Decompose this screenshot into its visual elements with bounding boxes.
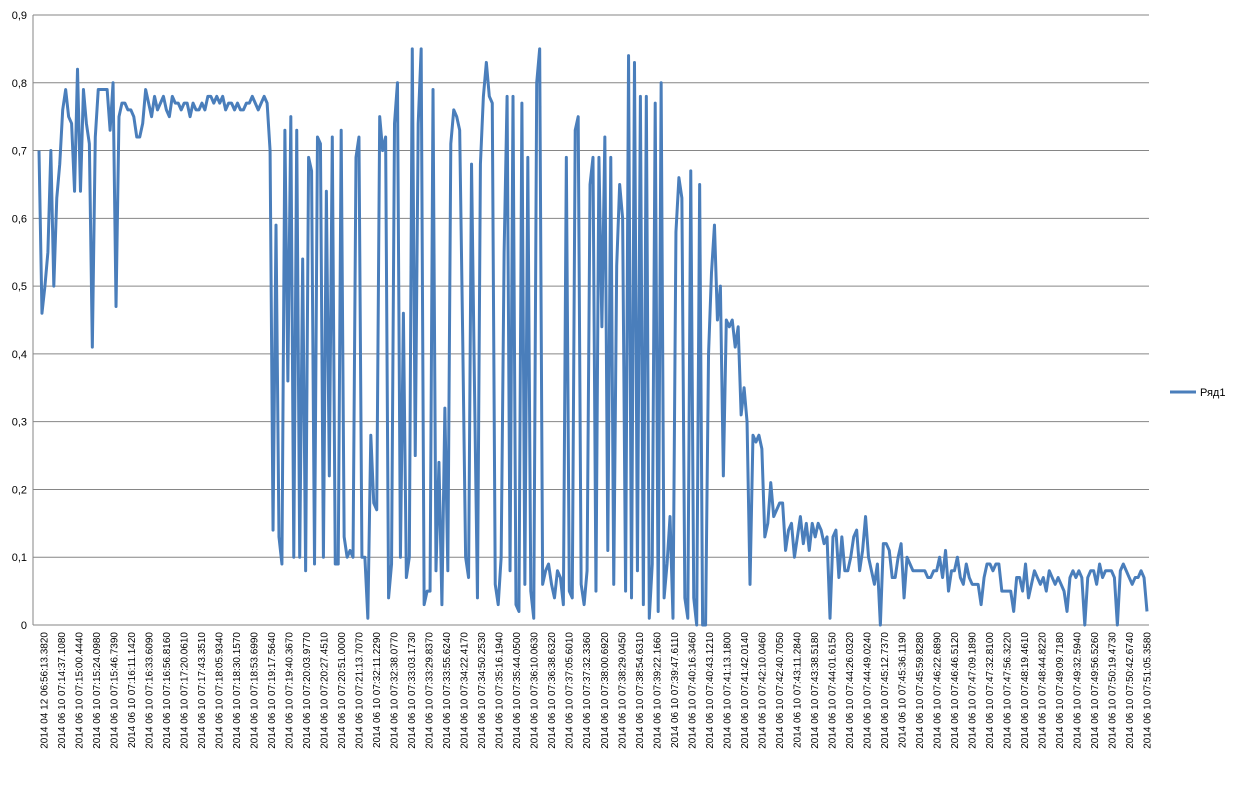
x-axis-tick-labels: 2014 04 12 06:56:13.3820 2014 06 10 07:14… [40, 632, 1154, 749]
x-tick-label: 2014 04 12 06:56:13.3820 [40, 632, 51, 749]
x-tick-label: 2014 06 10 07:37:32.3360 [582, 632, 593, 749]
x-tick-label: 2014 06 10 07:39:47.6110 [670, 632, 681, 748]
x-tick-label: 2014 06 10 07:15:00.4440 [75, 632, 86, 749]
x-tick-label: 2014 06 10 07:18:53.6990 [250, 632, 261, 749]
x-tick-label: 2014 06 10 07:33:29.8370 [425, 632, 436, 749]
x-tick-label: 2014 06 10 07:34:22.4170 [460, 632, 471, 749]
y-tick-label: 0,8 [12, 78, 27, 90]
series-group [37, 47, 1149, 627]
y-axis-tick-labels: 0 0,1 0,2 0,3 0,4 0,5 0,6 0,7 0,8 0,9 [12, 10, 27, 632]
x-tick-label: 2014 06 10 07:46:46.5120 [950, 632, 961, 749]
x-tick-label: 2014 06 10 07:16:11.1420 [127, 632, 138, 748]
x-tick-label: 2014 06 10 07:51:05.3580 [1143, 632, 1154, 749]
y-tick-label: 0,2 [12, 484, 27, 496]
x-tick-label: 2014 06 10 07:38:29.0450 [617, 632, 628, 749]
x-tick-label: 2014 06 10 07:38:00.6920 [600, 632, 611, 749]
x-tick-label: 2014 06 10 07:44:49.0240 [862, 632, 873, 749]
x-tick-label: 2014 06 10 07:49:32.5940 [1072, 632, 1083, 749]
x-tick-label: 2014 06 10 07:47:56.3220 [1002, 632, 1013, 749]
x-tick-label: 2014 06 10 07:20:27.4510 [320, 632, 331, 749]
x-tick-label: 2014 06 10 07:18:05.9340 [215, 632, 226, 749]
x-tick-label: 2014 06 10 07:44:01.6150 [827, 632, 838, 749]
y-tick-label: 0 [21, 620, 27, 632]
x-tick-label: 2014 06 10 07:43:11.2840 [792, 632, 803, 748]
x-tick-label: 2014 06 10 07:37:05.6010 [565, 632, 576, 749]
y-tick-label: 0,1 [12, 552, 27, 564]
x-tick-label: 2014 06 10 07:33:03.1730 [407, 632, 418, 749]
x-tick-label: 2014 06 10 07:50:42.6740 [1125, 632, 1136, 749]
x-tick-label: 2014 06 10 07:43:38.5180 [810, 632, 821, 749]
x-tick-label: 2014 06 10 07:35:44.0500 [512, 632, 523, 749]
x-tick-label: 2014 06 10 07:16:33.6090 [145, 632, 156, 749]
legend: Ряд1 [1170, 387, 1225, 399]
x-tick-label: 2014 06 10 07:41:42.0140 [740, 632, 751, 749]
x-tick-label: 2014 06 10 07:32:38.0770 [390, 632, 401, 749]
x-tick-label: 2014 06 10 07:33:55.6240 [442, 632, 453, 749]
x-tick-label: 2014 06 10 07:48:19.4610 [1020, 632, 1031, 749]
x-tick-label: 2014 06 10 07:39:22.1660 [652, 632, 663, 749]
x-tick-label: 2014 06 10 07:41:13.1800 [722, 632, 733, 749]
x-tick-label: 2014 06 10 07:42:10.0460 [757, 632, 768, 749]
y-tick-label: 0,5 [12, 281, 27, 293]
x-tick-label: 2014 06 10 07:15:24.0980 [92, 632, 103, 749]
gridlines [32, 14, 1149, 626]
x-tick-label: 2014 06 10 07:42:40.7050 [775, 632, 786, 749]
x-tick-label: 2014 06 10 07:49:09.7180 [1055, 632, 1066, 749]
y-tick-label: 0,9 [12, 10, 27, 22]
x-tick-label: 2014 06 10 07:15:46.7390 [110, 632, 121, 749]
y-tick-label: 0,3 [12, 417, 27, 429]
x-tick-label: 2014 06 10 07:49:56.5260 [1090, 632, 1101, 749]
x-tick-label: 2014 06 10 07:17:20.0610 [180, 632, 191, 749]
x-tick-label: 2014 06 10 07:40:43.1210 [705, 632, 716, 749]
series-line [37, 47, 1149, 627]
x-tick-label: 2014 06 10 07:45:59.8280 [915, 632, 926, 749]
y-tick-label: 0,6 [12, 213, 27, 225]
x-tick-label: 2014 06 10 07:45:12.7370 [880, 632, 891, 749]
x-tick-label: 2014 06 10 07:45:36.1190 [897, 632, 908, 748]
x-tick-label: 2014 06 10 07:17:43.3510 [197, 632, 208, 749]
x-tick-label: 2014 06 10 07:50:19.4730 [1107, 632, 1118, 749]
x-tick-label: 2014 06 10 07:32:11.2290 [372, 632, 383, 748]
x-tick-label: 2014 06 10 07:14:37.1080 [57, 632, 68, 749]
x-tick-label: 2014 06 10 07:18:30.1570 [232, 632, 243, 749]
x-tick-label: 2014 06 10 07:16:56.8160 [162, 632, 173, 749]
y-tick-label: 0,4 [12, 349, 27, 361]
x-tick-label: 2014 06 10 07:36:38.6320 [547, 632, 558, 749]
x-tick-label: 2014 06 10 07:44:26.0320 [845, 632, 856, 749]
x-tick-label: 2014 06 10 07:46:22.6890 [932, 632, 943, 749]
x-tick-label: 2014 06 10 07:21:13.7070 [355, 632, 366, 749]
legend-label: Ряд1 [1200, 387, 1225, 399]
x-tick-label: 2014 06 10 07:38:54.6310 [635, 632, 646, 749]
x-tick-label: 2014 06 10 07:19:40.3670 [285, 632, 296, 749]
y-tick-label: 0,7 [12, 146, 27, 158]
x-tick-label: 2014 06 10 07:35:16.1940 [495, 632, 506, 749]
x-tick-label: 2014 06 10 07:40:16.3460 [687, 632, 698, 749]
x-tick-label: 2014 06 10 07:47:32.8100 [985, 632, 996, 749]
x-tick-label: 2014 06 10 07:36:10.0630 [530, 632, 541, 749]
x-tick-label: 2014 06 10 07:47:09.1890 [967, 632, 978, 749]
x-tick-label: 2014 06 10 07:19:17.5640 [267, 632, 278, 749]
x-tick-label: 2014 06 10 07:20:51.0000 [337, 632, 348, 749]
x-tick-label: 2014 06 10 07:34:50.2530 [477, 632, 488, 749]
x-tick-label: 2014 06 10 07:20:03.9770 [302, 632, 313, 749]
x-tick-label: 2014 06 10 07:48:44.8220 [1037, 632, 1048, 749]
